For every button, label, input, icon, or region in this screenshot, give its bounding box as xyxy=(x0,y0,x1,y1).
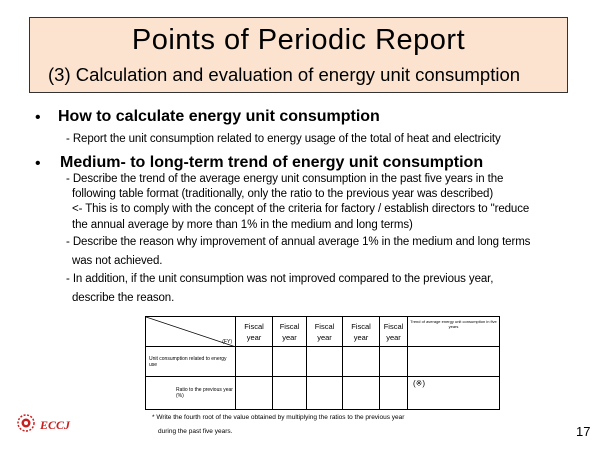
table-cell xyxy=(272,376,307,410)
bullet-text-line: - Report the unit consumption related to… xyxy=(66,133,501,145)
eccj-logo-icon xyxy=(17,414,35,432)
row-label-unit-consumption: Unit consumption related to energy use xyxy=(145,346,236,377)
table-cell xyxy=(342,376,380,410)
bullet-dot: • xyxy=(35,109,41,126)
bullet-text-line: describe the reason. xyxy=(72,292,175,304)
table-corner-cell: (FY) xyxy=(145,316,236,347)
fiscal-year-header: Fiscal year xyxy=(306,316,343,347)
bullet-heading-trend: Medium- to long-term trend of energy uni… xyxy=(60,154,484,171)
table-cell xyxy=(379,376,408,410)
table-cell xyxy=(235,376,273,410)
table-cell xyxy=(342,346,380,377)
table-cell xyxy=(306,376,343,410)
table-cell xyxy=(272,346,307,377)
title-box: Points of Periodic Report (3) Calculatio… xyxy=(29,17,568,93)
unit-consumption-table: (FY) Fiscal year Fiscal year Fiscal year Fi… xyxy=(145,316,500,410)
table-footnote: * Write the fourth root of the value obt… xyxy=(152,414,405,421)
bullet-text-line: - Describe the reason why improvement of… xyxy=(66,236,531,248)
fy-label: (FY) xyxy=(222,339,232,345)
diagonal-line xyxy=(146,317,236,347)
slide-title: Points of Periodic Report xyxy=(131,24,466,56)
row-label-ratio: Ratio to the previous year (%) xyxy=(145,376,236,410)
bullet-text-line: - Describe the trend of the average ener… xyxy=(66,173,504,185)
bullet-heading-calculation: How to calculate energy unit consumption xyxy=(58,108,380,125)
bullet-text-line: following table format (traditionally, o… xyxy=(72,188,494,200)
bullet-text-line: <- This is to comply with the concept of… xyxy=(72,203,530,215)
fiscal-year-header: Fiscal year xyxy=(379,316,408,347)
eccj-logo-text: ECCJ xyxy=(40,418,71,432)
page-number: 17 xyxy=(576,424,591,439)
table-cell xyxy=(407,346,500,377)
table-cell xyxy=(306,346,343,377)
table-cell-note-mark: (※) xyxy=(407,376,500,410)
bullet-text-line: the annual average by more than 1% in th… xyxy=(72,219,413,231)
table-cell xyxy=(379,346,408,377)
slide-subtitle: (3) Calculation and evaluation of energy… xyxy=(48,64,521,85)
fiscal-year-header: Fiscal year xyxy=(272,316,307,347)
trend-average-header: Trend of average energy unit consumption… xyxy=(407,316,500,347)
fiscal-year-header: Fiscal year xyxy=(342,316,380,347)
fiscal-year-header: Fiscal year xyxy=(235,316,273,347)
bullet-text-line: was not achieved. xyxy=(72,255,163,267)
table-footnote: during the past five years. xyxy=(158,428,233,435)
table-cell xyxy=(235,346,273,377)
bullet-text-line: - In addition, if the unit consumption w… xyxy=(66,273,494,285)
bullet-dot: • xyxy=(35,155,41,172)
